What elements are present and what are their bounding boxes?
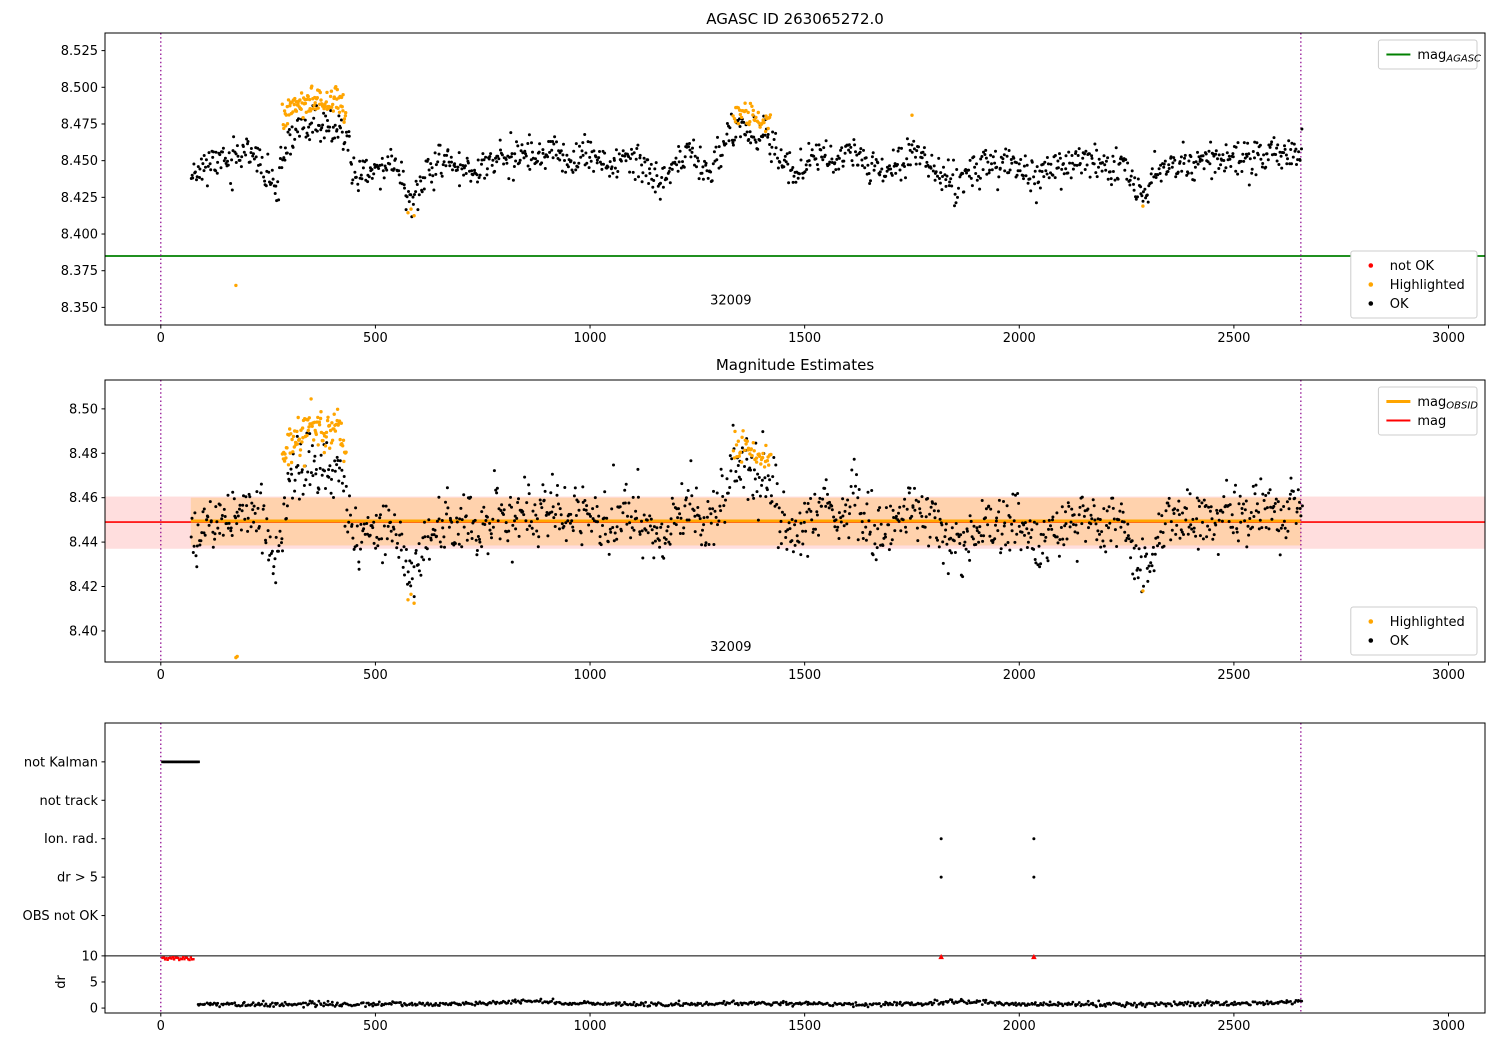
series-highlighted (234, 397, 1145, 660)
magnitude-estimates-chart: 32009 0 500 1000 1500 2000 2500 3000 8.50 8.48 8.4… (69, 379, 1486, 683)
category-label: OBS not OK (23, 909, 99, 924)
tick-label: 1000 (573, 1019, 606, 1034)
tick-label: 0 (157, 668, 165, 683)
legend-label: OK (1390, 297, 1409, 312)
tick-label: 3000 (1432, 668, 1465, 683)
legend-box (1377, 386, 1478, 436)
legend-dot-marker (1368, 263, 1374, 268)
tick-label: 0 (157, 1019, 165, 1034)
x-axis: 0 500 1000 1500 2000 2500 3000 (157, 1013, 1465, 1034)
series-highlighted (234, 84, 1145, 288)
legend-label: Highlighted (1390, 278, 1465, 293)
y-axis: 8.525 8.500 8.475 8.450 8.425 8.400 8.375 8.350 (61, 44, 105, 316)
tick-label: 2500 (1217, 1019, 1250, 1034)
tick-label: 8.42 (69, 580, 98, 595)
legend-bottom: not OK Highlighted OK (1350, 250, 1478, 319)
legend-top: magAGASC (1377, 39, 1481, 70)
legend-label: Highlighted (1390, 615, 1465, 630)
tick-label: 2500 (1217, 331, 1250, 346)
x-axis: 0 500 1000 1500 2000 2500 3000 (157, 325, 1465, 346)
legend-box (1350, 250, 1478, 319)
tick-label: 1500 (788, 1019, 821, 1034)
tick-label: 5 (90, 975, 98, 990)
tick-label: 1000 (573, 331, 606, 346)
y-axis: 8.50 8.48 8.46 8.44 8.42 8.40 (69, 402, 105, 639)
tick-label: 8.475 (61, 117, 98, 132)
tick-label: 2000 (1003, 668, 1036, 683)
tick-label: 500 (363, 1019, 388, 1034)
obsid-annotation: 32009 (710, 640, 751, 655)
not-ok-points (161, 953, 1037, 962)
tick-label: 8.400 (61, 228, 98, 243)
tick-label: 8.425 (61, 191, 98, 206)
y-axis: not Kalman not track Ion. rad. dr > 5 OBS no… (23, 755, 105, 1017)
axes-frame (104, 722, 1486, 1014)
tick-label: 8.50 (69, 402, 98, 417)
category-label: not track (39, 794, 98, 809)
tick-label: 0 (90, 1002, 98, 1017)
obsid-annotation: 32009 (710, 293, 751, 308)
legend-label: OK (1390, 634, 1409, 649)
tick-label: 1500 (788, 331, 821, 346)
flag-not-kalman-points (161, 760, 200, 764)
tick-label: 8.46 (69, 491, 98, 506)
series-ok (189, 423, 1304, 599)
x-axis: 0 500 1000 1500 2000 2500 3000 (157, 662, 1465, 683)
category-label: Ion. rad. (44, 832, 98, 847)
tick-label: 500 (363, 668, 388, 683)
tick-label: 1000 (573, 668, 606, 683)
legend-box (1377, 39, 1478, 70)
not-ok-triangle-marker (938, 953, 944, 960)
flag-dr-gt5-points (939, 875, 1036, 879)
dr-axis-label: dr (54, 975, 69, 989)
series-ok (189, 104, 1304, 219)
tick-label: 1500 (788, 668, 821, 683)
magnitude-estimates-chart-title: Magnitude Estimates (715, 356, 875, 374)
tick-label: 8.450 (61, 154, 98, 169)
flag-ion-rad-points (939, 837, 1036, 841)
tick-label: 10 (81, 949, 98, 964)
legend-dot-marker (1368, 638, 1374, 643)
legend-dot-marker (1368, 301, 1374, 306)
tick-label: 8.48 (69, 447, 98, 462)
tick-label: 8.525 (61, 44, 98, 59)
tick-label: 0 (157, 331, 165, 346)
legend-box (1350, 606, 1478, 656)
flags-chart: 0 500 1000 1500 2000 2500 3000 not Kalman not tr… (23, 722, 1486, 1034)
legend-bottom: Highlighted OK (1350, 606, 1478, 656)
tick-label: 500 (363, 331, 388, 346)
legend-dot-marker (1368, 282, 1374, 287)
legend-label: mag (1417, 414, 1446, 429)
tick-label: 2000 (1003, 1019, 1036, 1034)
axes-frame (104, 379, 1486, 663)
tick-label: 2000 (1003, 331, 1036, 346)
tick-label: 3000 (1432, 331, 1465, 346)
legend-label: not OK (1390, 259, 1435, 274)
category-label: dr > 5 (57, 871, 98, 886)
agasc-chart-title: AGASC ID 263065272.0 (706, 10, 884, 28)
tick-label: 8.44 (69, 536, 98, 551)
dr-points (196, 997, 1304, 1009)
tick-label: 8.500 (61, 81, 98, 96)
tick-label: 2500 (1217, 668, 1250, 683)
legend-dot-marker (1368, 619, 1374, 624)
not-ok-triangle-marker (1031, 953, 1037, 960)
tick-label: 8.40 (69, 624, 98, 639)
tick-label: 8.375 (61, 264, 98, 279)
tick-label: 8.350 (61, 301, 98, 316)
category-label: not Kalman (24, 755, 98, 770)
axes-frame (104, 32, 1486, 326)
tick-label: 3000 (1432, 1019, 1465, 1034)
